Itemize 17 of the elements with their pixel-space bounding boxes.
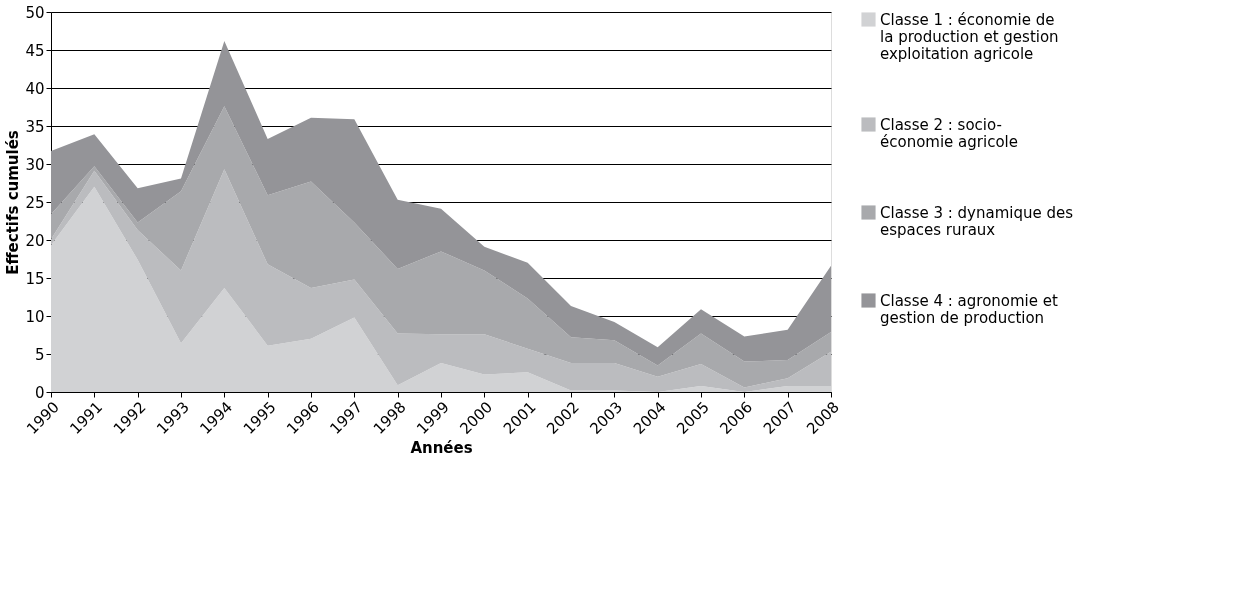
y-tick-label: 10 (25, 307, 45, 326)
y-tick-label: 25 (25, 193, 45, 212)
y-tick-label: 50 (25, 3, 45, 22)
legend-label: Classe 1 : économie de la production et gestion exploitation agricole (880, 10, 1059, 63)
legend-label: Classe 2 : socio-économie agricole (880, 115, 1018, 151)
y-tick-label: 0 (34, 383, 45, 402)
x-axis-title: Années (410, 439, 473, 458)
y-tick-label: 40 (25, 79, 45, 98)
y-axis-title: Effectifs cumulés (4, 130, 23, 275)
y-tick-label: 15 (25, 269, 45, 288)
y-tick-label: 35 (25, 117, 45, 136)
y-tick-label: 20 (25, 231, 45, 250)
legend-label: Classe 4 : agronomie et gestion de production (880, 291, 1059, 327)
y-tick-label: 45 (25, 41, 45, 60)
y-tick-label: 30 (25, 155, 45, 174)
y-tick-label: 5 (34, 345, 45, 364)
legend-label: Classe 3 : dynamique des espaces ruraux (880, 203, 1074, 239)
